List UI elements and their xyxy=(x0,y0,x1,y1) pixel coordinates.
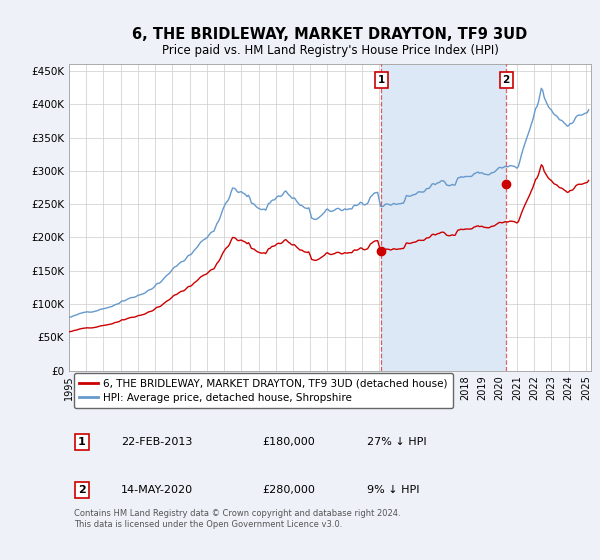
Text: 2: 2 xyxy=(78,485,86,494)
Text: 27% ↓ HPI: 27% ↓ HPI xyxy=(367,437,426,447)
Legend: 6, THE BRIDLEWAY, MARKET DRAYTON, TF9 3UD (detached house), HPI: Average price, : 6, THE BRIDLEWAY, MARKET DRAYTON, TF9 3U… xyxy=(74,374,453,408)
Bar xyxy=(381,64,506,371)
Text: Price paid vs. HM Land Registry's House Price Index (HPI): Price paid vs. HM Land Registry's House … xyxy=(161,44,499,57)
Text: 2: 2 xyxy=(502,74,509,85)
Text: 22-FEB-2013: 22-FEB-2013 xyxy=(121,437,193,447)
Text: 1: 1 xyxy=(377,74,385,85)
Text: £180,000: £180,000 xyxy=(262,437,315,447)
Text: 14-MAY-2020: 14-MAY-2020 xyxy=(121,485,193,494)
Text: £280,000: £280,000 xyxy=(262,485,315,494)
Text: Contains HM Land Registry data © Crown copyright and database right 2024.
This d: Contains HM Land Registry data © Crown c… xyxy=(74,510,401,529)
Text: 6, THE BRIDLEWAY, MARKET DRAYTON, TF9 3UD: 6, THE BRIDLEWAY, MARKET DRAYTON, TF9 3U… xyxy=(133,27,527,42)
Text: 1: 1 xyxy=(78,437,86,447)
Text: 9% ↓ HPI: 9% ↓ HPI xyxy=(367,485,419,494)
